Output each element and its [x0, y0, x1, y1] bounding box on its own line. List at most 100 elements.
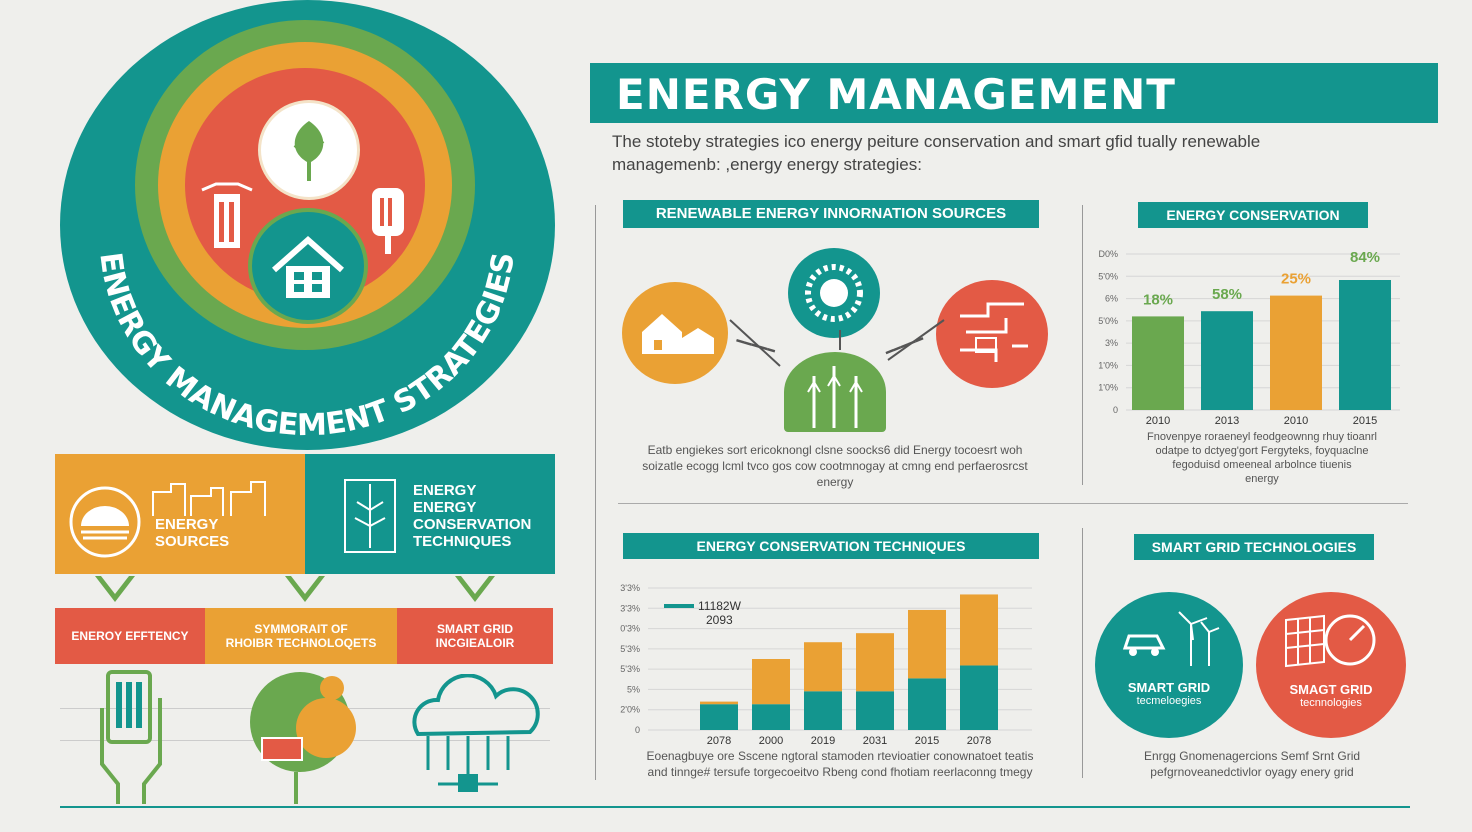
svg-text:ENERGY MANAGEMENT STRATEGIES: ENERGY MANAGEMENT STRATEGIES [92, 250, 521, 443]
smart-grid-teal-title: SMART GRID [1127, 680, 1211, 695]
renewable-forest-circle [784, 352, 886, 432]
ribbon-energy-efficiency: ENEROY EFFTENCY [55, 608, 205, 664]
x-tick-label: 2015 [915, 735, 939, 747]
y-tick-label: 5'3% [620, 644, 640, 654]
renewable-house-circle [622, 282, 728, 384]
y-tick-label: 5'3% [620, 664, 640, 674]
meter-icon [368, 186, 408, 256]
x-tick-label: 2000 [759, 735, 783, 747]
bar [1270, 295, 1322, 410]
conservation-label-3: CONSERVATION [413, 516, 532, 533]
y-tick-label: 2'0% [620, 705, 640, 715]
techniques-section-label: ENERGY CONSERVATION TECHNIQUES [623, 533, 1039, 559]
y-tick-label: 6% [1105, 294, 1118, 304]
y-tick-label: 1'0% [1098, 383, 1118, 393]
ribbon-smart-grid: SMART GRID INCGIEALOIR [397, 608, 553, 664]
smart-grid-red-subtitle: tecnnologies [1300, 697, 1362, 709]
conservation-label-1: ENERGY [413, 482, 477, 499]
bar-segment-teal [908, 678, 946, 730]
emblem-arc-label: ENERGY MANAGEMENT STRATEGIES [92, 250, 521, 443]
bar-segment-teal [752, 704, 790, 730]
cloud-network-icon [412, 674, 540, 792]
y-tick-label: 5'0% [1098, 316, 1118, 326]
y-tick-label: 3'3% [620, 583, 640, 593]
conservation-techniques-panel: ENERGY ENERGY CONSERVATION TECHNIQUES [305, 454, 555, 574]
globe-tree-icon [250, 672, 356, 804]
bar-segment-teal [856, 691, 894, 730]
conservation-label-4: TECHNIQUES [413, 533, 512, 550]
techniques-description: Eoenagbuye ore Sscene ngtoral stamoden r… [625, 748, 1055, 780]
smart-grid-description-line-1: Enrgg Gnomenagercions Semf Srnt Grid [1143, 749, 1361, 763]
divider-horizontal-mid [618, 503, 1408, 504]
renewable-description-line-3: energy [816, 475, 854, 489]
y-tick-label: 5'0% [1098, 271, 1118, 281]
renewable-description-line-2: soizatle ecogg lcml tvco gos cow cootmno… [642, 459, 1028, 473]
y-tick-label: 3'3% [620, 603, 640, 613]
chevron-arrows [95, 576, 495, 602]
ribbon-label-2: INCGIEALOIR [435, 636, 515, 650]
conservation-techniques-chart: 3'3% 3'3% 0'3% 5'3% 5'3% 5% 2'0% 0 2078 2000 2019 2… [620, 583, 1032, 747]
bar-segment-orange [804, 642, 842, 692]
conservation-description-line-4: energy [1245, 473, 1279, 485]
bar [1132, 316, 1184, 410]
title-banner [590, 63, 1438, 123]
conservation-description-line-2: odatpe to dctyeg'gort Fergyteks, foyquac… [1155, 445, 1369, 457]
bar [1339, 280, 1391, 410]
bar-segment-orange [700, 701, 738, 705]
page-subtitle: The stoteby strategies ico energy peitur… [612, 130, 1392, 176]
y-tick-label: 0 [635, 725, 640, 735]
energy-conservation-chart: D0% 5'0% 6% 5'0% 3% 1'0% 1'0% 0 18% 2010 58% 2013 25… [1098, 249, 1400, 427]
renewable-description-line-1: Eatb engiekes sort ericoknongl clsne soo… [647, 443, 1023, 457]
x-tick-label: 2010 [1146, 415, 1170, 427]
smart-grid-description-line-2: pefgrnoveanedctivlor oyagy enery grid [1150, 765, 1354, 779]
bar [1201, 311, 1253, 410]
y-tick-label: 0 [1113, 405, 1118, 415]
smart-grid-description: Enrgg Gnomenagercions Semf Srnt Grid pef… [1112, 748, 1392, 780]
footer-rule [60, 806, 1410, 808]
techniques-description-line-1: Eoenagbuye ore Sscene ngtoral stamoden r… [646, 749, 1034, 763]
car-wind-turbine-icon [1122, 611, 1220, 666]
bar-segment-teal [700, 704, 738, 730]
energy-sources-panel: ENERGY SOURCES [55, 454, 305, 574]
solar-dome-icon [69, 486, 141, 558]
bar-segment-orange [908, 609, 946, 679]
smart-grid-teal-circle: SMART GRID tecmeloegies [1095, 592, 1243, 738]
smart-grid-section-label: SMART GRID TECHNOLOGIES [1134, 534, 1374, 560]
ribbon-hybrid-technologies: SYMMORAIT OF RHOIBR TECHNOLOQETS [205, 608, 397, 664]
smart-grid-red-title: SMAGT GRID [1289, 682, 1373, 697]
data-label: 18% [1143, 291, 1173, 308]
bar-segment-orange [856, 633, 894, 692]
bar-segment-teal [960, 665, 998, 730]
renewable-connectors [729, 319, 945, 367]
house-icon [248, 208, 368, 324]
renewable-description: Eatb engiekes sort ericoknongl clsne soo… [625, 442, 1045, 490]
energy-sources-label-2: SOURCES [155, 533, 230, 550]
smart-grid-teal-subtitle: tecmeloegies [1136, 695, 1202, 707]
conservation-label-2: ENERGY [413, 499, 477, 516]
conservation-description: Fnovenpye roraeneyl feodgeownng rhuy tio… [1112, 430, 1412, 486]
subtitle-line-1: The stoteby strategies ico energy peitur… [612, 132, 1261, 151]
power-plant-icon [196, 180, 258, 252]
ribbon-label: SMART GRID [437, 622, 513, 636]
energy-sources-label-1: ENERGY [155, 516, 219, 533]
x-tick-label: 2015 [1353, 415, 1377, 427]
divider-vertical-right-2 [1082, 528, 1083, 778]
x-tick-label: 2010 [1284, 415, 1308, 427]
bar-segment-orange [960, 594, 998, 666]
conservation-section-label: ENERGY CONSERVATION [1138, 202, 1368, 228]
renewable-circuit-circle [936, 280, 1048, 388]
solar-panel-gauge-icon [1285, 614, 1376, 668]
legend-label-2: 2093 [706, 613, 733, 627]
subtitle-line-2: managemenb: ,energy energy strategies: [612, 155, 922, 174]
conservation-description-line-3: fegoduisd omeeneal arbolnce tiuenis [1172, 459, 1352, 471]
leaf-icon [258, 100, 360, 200]
bar-segment-teal [804, 691, 842, 730]
divider-vertical-left [595, 205, 596, 780]
ribbon-label: ENEROY EFFTENCY [71, 629, 189, 643]
legend-label-1: 11182W [698, 599, 741, 613]
wind-tower-icon [344, 479, 396, 553]
x-tick-label: 2013 [1215, 415, 1239, 427]
page-title: ENERGY MANAGEMENT [616, 70, 1176, 119]
data-label: 58% [1212, 286, 1242, 303]
data-label: 25% [1281, 271, 1311, 288]
